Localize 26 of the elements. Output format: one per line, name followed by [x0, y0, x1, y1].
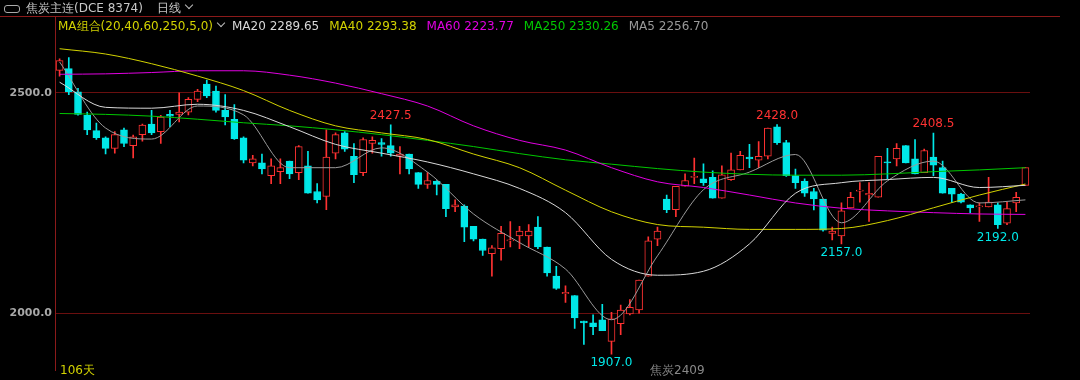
candlestick	[488, 245, 496, 277]
line-series	[59, 70, 1026, 215]
annotation: 2428.0	[756, 107, 799, 122]
text: MA250 2330.26	[523, 19, 619, 33]
annotation: 106天	[60, 362, 95, 379]
chart-subtitle: 日线	[156, 1, 181, 15]
line-series	[59, 48, 1026, 230]
candlestick	[524, 224, 533, 248]
candlestick	[166, 110, 174, 128]
text: MA60 2223.77	[426, 19, 514, 33]
y-tick-label: 2500.0	[9, 85, 53, 99]
candlestick	[856, 182, 864, 203]
annotation: 2408.5	[912, 116, 955, 131]
line-series	[59, 81, 1026, 276]
text: MA20 2289.65	[231, 19, 320, 33]
legend-title: MA组合(20,40,60,250,5,0)	[58, 19, 213, 33]
annotation: 2192.0	[976, 229, 1019, 244]
annotation: 1907.0	[590, 355, 633, 370]
candlestick	[506, 221, 515, 248]
chart-title: 焦炭主连(DCE 8374)	[26, 1, 143, 15]
annotation: 焦炭2409	[650, 362, 705, 379]
y-tick-label: 2000.0	[9, 305, 53, 319]
text: MA40 2293.38	[329, 19, 417, 33]
text: MA5 2256.70	[628, 19, 709, 33]
annotation: 2427.5	[369, 107, 412, 122]
annotation: 2157.0	[820, 245, 863, 260]
